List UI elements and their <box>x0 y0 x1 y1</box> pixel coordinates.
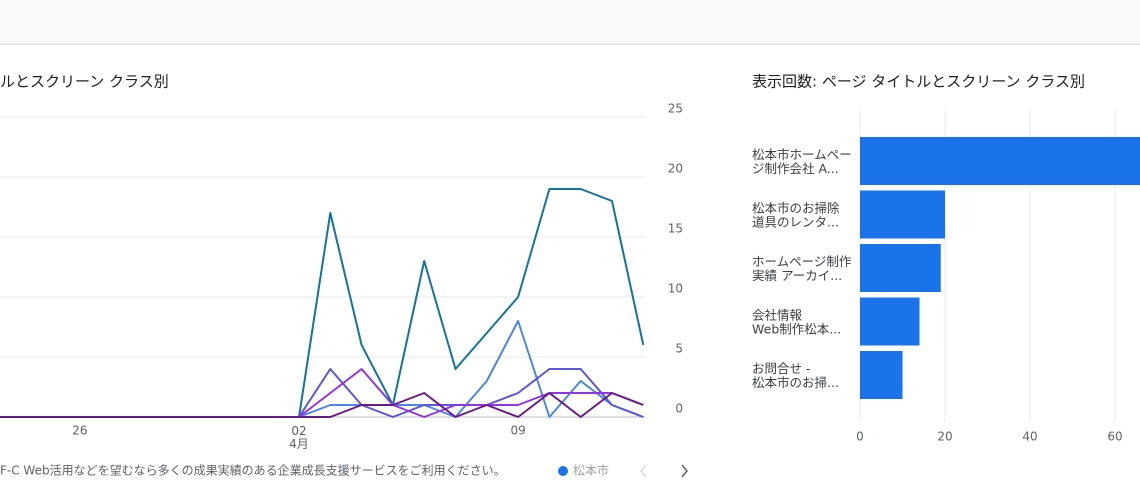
y-tick-label: 松本市のお掃除道具のレンタ... <box>752 200 840 229</box>
y-tick-label-line: 実績 アーカイ... <box>752 268 842 283</box>
y-tick-label-line: ジ制作会社 A... <box>752 161 839 176</box>
legend-label: F-C Web活用などを望むなら多くの成果実績のある企業成長支援サービスをご利用… <box>0 463 506 478</box>
y-tick-label-line: 松本市のお掃除 <box>752 200 840 215</box>
prev-page[interactable] <box>640 464 647 478</box>
y-tick-label: 5 <box>675 342 683 356</box>
x-tick-label: 20 <box>937 430 952 444</box>
x-tick-label: 60 <box>1107 430 1122 444</box>
bar <box>860 244 941 292</box>
bar <box>860 190 945 239</box>
y-tick-label-line: 道具のレンタ... <box>752 214 839 229</box>
y-tick-label-line: お問合せ - <box>752 361 810 376</box>
y-tick-label: 20 <box>668 162 683 176</box>
y-tick-label-line: 会社情報 <box>752 307 803 322</box>
x-tick-label: 0 <box>856 430 864 444</box>
top-bar <box>0 0 1140 44</box>
y-tick-label: ホームページ制作実績 アーカイ... <box>752 254 852 283</box>
x-tick-label: 26 <box>72 424 87 438</box>
y-tick-label-line: 松本市のお掃... <box>752 375 839 390</box>
next-page[interactable] <box>681 464 688 478</box>
y-tick-label: お問合せ -松本市のお掃... <box>752 361 839 390</box>
bar <box>860 297 920 346</box>
series-line <box>0 392 644 418</box>
y-tick-label: 松本市ホームページ制作会社 A... <box>752 147 852 176</box>
x-tick-label-line: 4月 <box>289 437 309 451</box>
y-tick-label-line: 松本市ホームペー <box>752 147 852 162</box>
y-tick-label-line: ホームページ制作 <box>752 254 852 269</box>
series-line <box>0 320 644 418</box>
y-tick-label: 15 <box>668 222 683 236</box>
bar <box>860 351 903 399</box>
x-tick-label: 02 4月 <box>289 424 309 451</box>
chart-title: 表示回数: ページ タイトルとスクリーン クラス別 <box>752 73 1085 91</box>
y-tick-label: 10 <box>668 282 683 296</box>
x-tick-label-line: 02 <box>291 424 306 438</box>
x-tick-label: 09 <box>510 424 525 438</box>
y-tick-label: 会社情報 Web制作松本... <box>752 307 841 336</box>
pager <box>640 464 688 478</box>
x-tick-label: 40 <box>1022 430 1037 444</box>
y-tick-label: 25 <box>668 102 683 116</box>
y-tick-label-line: Web制作松本... <box>752 321 841 336</box>
legend-marker <box>558 466 568 476</box>
bar <box>860 137 1140 185</box>
y-tick-label: 0 <box>675 402 683 416</box>
legend-label: 松本市 <box>573 464 609 478</box>
chart-title: ルとスクリーン クラス別 <box>0 73 169 91</box>
